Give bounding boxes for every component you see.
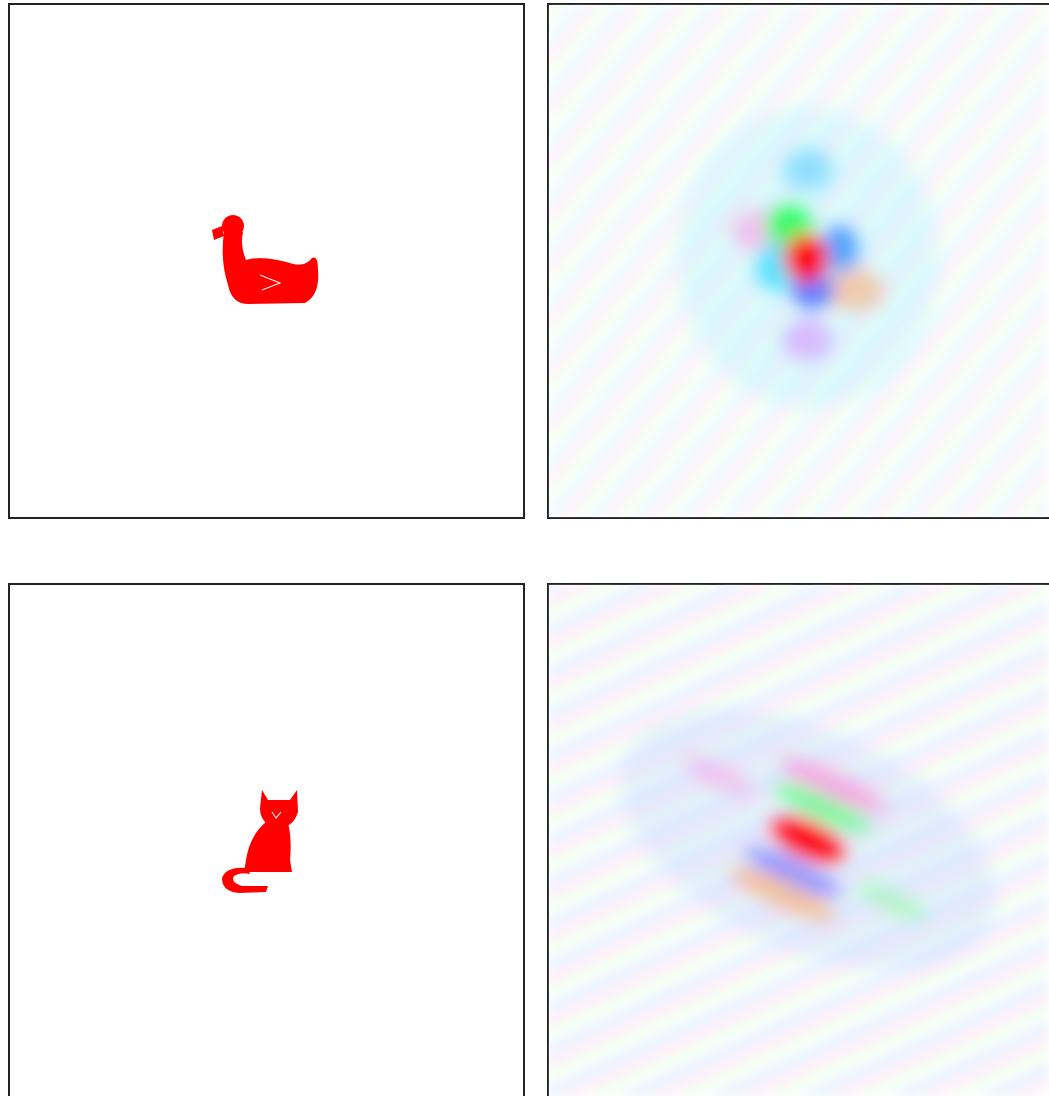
cat-face [271, 811, 282, 819]
cat-silhouette [222, 790, 298, 893]
duck-wing [259, 274, 282, 291]
transform-pattern [548, 4, 1049, 518]
transform-pattern [548, 584, 1049, 1096]
duck-silhouette [212, 215, 319, 305]
